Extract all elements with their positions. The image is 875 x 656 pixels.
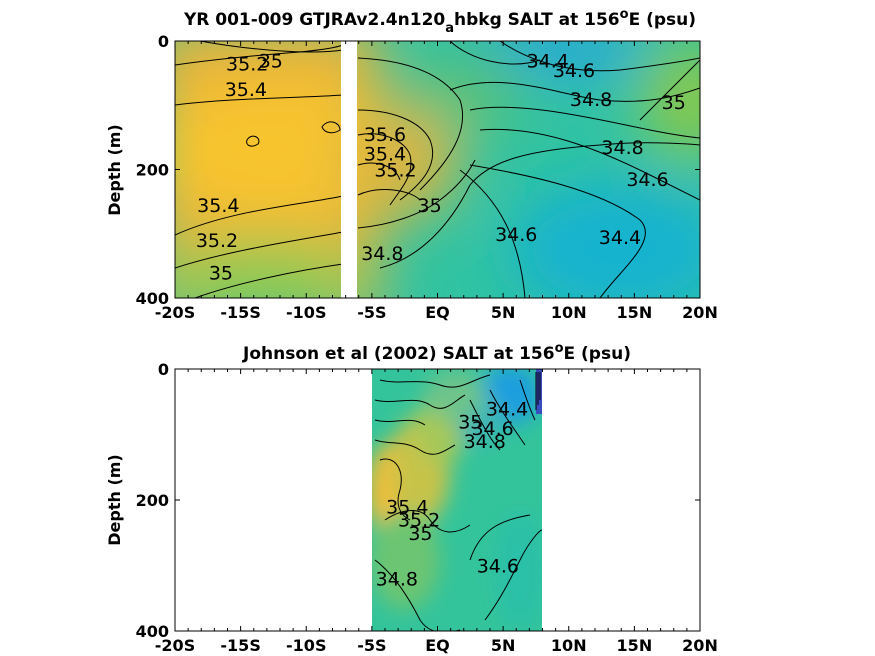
- bottom-y-tick-label: 0: [158, 360, 169, 379]
- bottom-contour-label: 35.2: [398, 510, 440, 532]
- bottom-x-tick-label: -15S: [220, 636, 260, 655]
- bottom-axis-ticks: -20S -15S -10S -5S EQ 5N 10N 15N 20N 0 200 400: [136, 360, 718, 655]
- top-contour-label: 34.8: [570, 89, 612, 111]
- top-contour-label: 34.6: [626, 169, 668, 191]
- bottom-x-tick-label: -5S: [357, 636, 386, 655]
- top-contour-label: 35.4: [197, 195, 239, 217]
- top-contour-label: 35: [209, 262, 233, 284]
- bottom-y-tick-label: 200: [136, 491, 169, 510]
- bottom-x-tick-label: 10N: [551, 636, 587, 655]
- top-y-tick-label: 0: [158, 32, 169, 51]
- bottom-x-tick-label: EQ: [425, 636, 450, 655]
- bottom-x-tick-label: -20S: [155, 636, 195, 655]
- top-salinity-field: 35.23535.435.635.435.23535.435.23534.834…: [175, 41, 700, 298]
- top-contour-label: 35: [418, 195, 442, 217]
- bottom-y-tick-label: 400: [136, 622, 169, 641]
- bottom-contour-label: 34.8: [464, 431, 506, 453]
- top-x-tick-label: EQ: [425, 303, 450, 322]
- top-contour-label: 34.6: [553, 60, 595, 82]
- bottom-x-tick-label: 5N: [491, 636, 516, 655]
- top-contour-label: 35.2: [196, 230, 238, 252]
- top-data-gap: [341, 38, 357, 302]
- top-title: YR 001-009 GTJRAv2.4n120ahbkg SALT at 15…: [183, 7, 696, 36]
- top-contour-label: 35: [662, 92, 686, 114]
- bottom-contour-label: 34.6: [477, 556, 519, 578]
- bottom-x-tick-label: 20N: [682, 636, 718, 655]
- top-x-tick-label: 15N: [617, 303, 653, 322]
- top-x-tick-label: 5N: [491, 303, 516, 322]
- bottom-x-tick-label: 15N: [617, 636, 653, 655]
- top-axis-ticks: -20S -15S -10S -5S EQ 5N 10N 15N 20N 0 200 400: [136, 32, 718, 322]
- top-contour-label: 35: [259, 50, 283, 72]
- bottom-contour-label: 34.8: [376, 569, 418, 591]
- bottom-contour-label: 35: [458, 411, 482, 433]
- top-panel: YR 001-009 GTJRAv2.4n120ahbkg SALT at 15…: [105, 7, 718, 322]
- top-contour-label: 35.2: [374, 160, 416, 182]
- top-contour-label: 34.8: [601, 137, 643, 159]
- top-contour-label: 35.4: [225, 79, 267, 101]
- bottom-contour-label: 35.4: [386, 497, 428, 519]
- top-x-tick-label: -20S: [155, 303, 195, 322]
- top-contour-label: 34.4: [599, 227, 641, 249]
- top-contour-label: 35.6: [364, 124, 406, 146]
- bottom-x-tick-label: -10S: [286, 636, 326, 655]
- bottom-y-axis-label: Depth (m): [105, 454, 124, 546]
- bottom-contour-label: 34.6: [471, 418, 513, 440]
- top-x-tick-label: 10N: [551, 303, 587, 322]
- bottom-contour-label: 35: [408, 523, 432, 545]
- top-y-axis-label: Depth (m): [105, 124, 124, 216]
- top-x-tick-label: -10S: [286, 303, 326, 322]
- top-contour-label: 34.6: [495, 224, 537, 246]
- top-contour-label: 34.8: [361, 243, 403, 265]
- bottom-title: Johnson et al (2002) SALT at 156oE (psu): [242, 341, 631, 364]
- top-x-tick-label: -15S: [220, 303, 260, 322]
- top-contour-label: 34.4: [527, 50, 569, 72]
- top-y-tick-label: 200: [136, 161, 169, 180]
- bottom-panel: Johnson et al (2002) SALT at 156oE (psu): [105, 341, 718, 655]
- top-y-tick-label: 400: [136, 289, 169, 308]
- top-contour-label: 35.2: [226, 53, 268, 75]
- bottom-contour-label: 34.4: [486, 398, 528, 420]
- top-contour-label: 35.4: [364, 143, 406, 165]
- top-x-tick-label: -5S: [357, 303, 386, 322]
- top-x-tick-label: 20N: [682, 303, 718, 322]
